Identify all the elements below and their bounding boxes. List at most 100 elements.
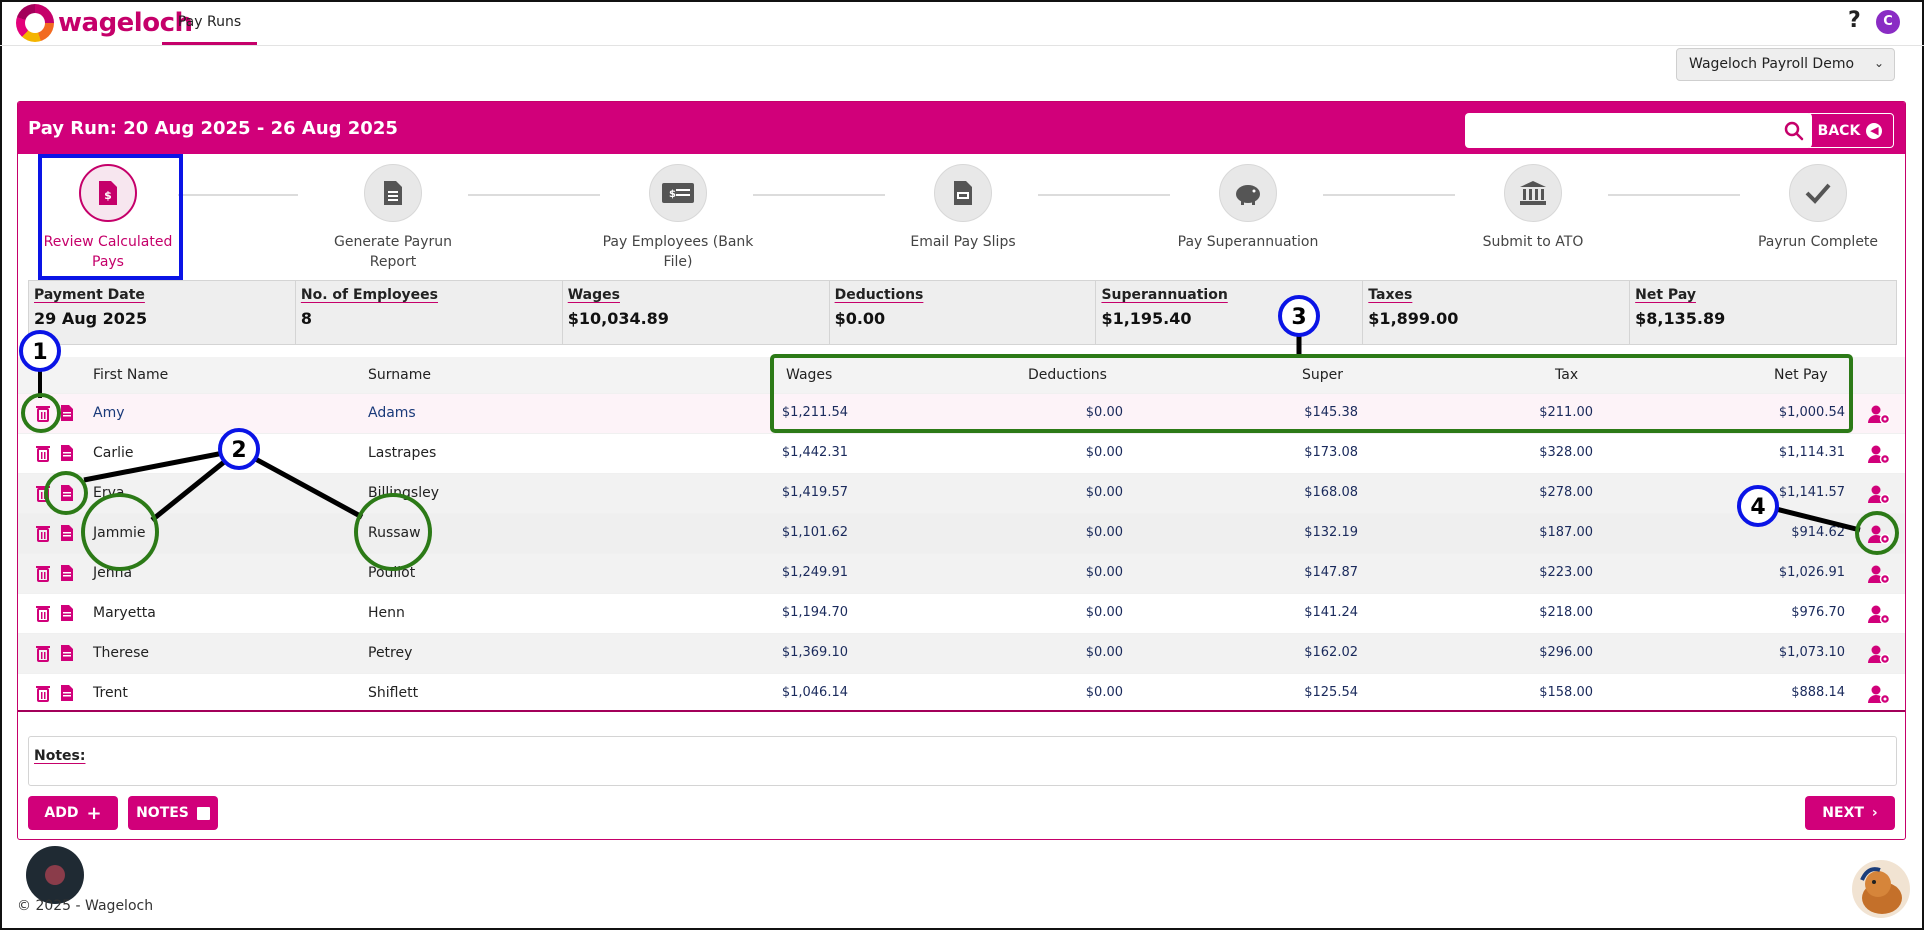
table-row[interactable]: Jammie Russaw $1,101.62 $0.00 $132.19 $187.00… (18, 513, 1905, 553)
cell-first-name[interactable]: Erva (93, 485, 125, 501)
step-connector (1323, 194, 1455, 196)
cell-tax: $278.00 (1539, 485, 1593, 500)
header-surname[interactable]: Surname (368, 367, 431, 383)
header-first-name[interactable]: First Name (93, 367, 169, 383)
cell-first-name[interactable]: Therese (93, 645, 150, 661)
trash-icon[interactable] (34, 524, 52, 542)
payslip-doc-icon[interactable] (58, 644, 76, 662)
table-row[interactable]: Trent Shiflett $1,046.14 $0.00 $125.54 $158.0… (18, 673, 1905, 713)
cell-tax: $211.00 (1539, 405, 1593, 420)
cell-surname[interactable]: Henn (368, 605, 405, 621)
payslip-doc-icon[interactable] (58, 524, 76, 542)
trash-icon[interactable] (34, 644, 52, 662)
employee-settings-icon[interactable] (1868, 604, 1890, 624)
trash-icon[interactable] (34, 564, 52, 582)
table-row[interactable]: Carlie Lastrapes $1,442.31 $0.00 $173.08 $328… (18, 433, 1905, 473)
trash-icon[interactable] (34, 684, 52, 702)
cell-first-name[interactable]: Maryetta (93, 605, 156, 621)
employee-settings-icon[interactable] (1868, 684, 1890, 704)
summary-label: No. of Employees (300, 287, 439, 303)
cell-surname[interactable]: Shiflett (368, 685, 419, 701)
table-row[interactable]: Therese Petrey $1,369.10 $0.00 $162.02 $296.0… (18, 633, 1905, 673)
step-email-pay-slips[interactable]: Email Pay Slips (883, 164, 1043, 252)
mascot-assistant-icon[interactable] (1852, 860, 1910, 918)
cell-surname[interactable]: Russaw (368, 525, 421, 541)
summary-net-pay: Net Pay $8,135.89 (1630, 281, 1896, 344)
piggy-bank-icon (1219, 164, 1277, 222)
table-row[interactable]: Erva Billingsley $1,419.57 $0.00 $168.08 $278… (18, 473, 1905, 513)
trash-icon[interactable] (34, 604, 52, 622)
step-label: Pay Employees (Bank File) (602, 234, 754, 270)
payslip-doc-icon[interactable] (58, 404, 76, 422)
summary-label: Net Pay (1635, 287, 1696, 303)
payslip-doc-icon[interactable] (58, 604, 76, 622)
header-net-pay[interactable]: Net Pay (1774, 367, 1828, 383)
payslip-doc-icon[interactable] (58, 484, 76, 502)
header-super[interactable]: Super (1302, 367, 1344, 383)
cell-first-name[interactable]: Trent (93, 685, 128, 701)
back-button[interactable]: BACK ◀ (1806, 113, 1894, 148)
step-pay-employees[interactable]: $ Pay Employees (Bank File) (598, 164, 758, 272)
cell-first-name[interactable]: Jammie (93, 525, 146, 541)
cell-surname[interactable]: Billingsley (368, 485, 440, 501)
back-button-label: BACK (1817, 122, 1861, 139)
cell-net: $1,026.91 (1778, 565, 1845, 580)
payslip-doc-icon[interactable] (58, 564, 76, 582)
step-pay-superannuation[interactable]: Pay Superannuation (1168, 164, 1328, 252)
employee-settings-icon[interactable] (1868, 564, 1890, 584)
cell-surname[interactable]: Poullot (368, 565, 416, 581)
cell-deductions: $0.00 (1085, 685, 1123, 700)
cell-wages: $1,101.62 (781, 525, 848, 540)
summary-value: $1,899.00 (1368, 309, 1459, 328)
company-select[interactable]: Wageloch Payroll Demo ⌄ (1676, 48, 1895, 81)
notes-button[interactable]: NOTES (128, 796, 218, 830)
step-payrun-complete[interactable]: Payrun Complete (1738, 164, 1898, 252)
cell-net: $1,141.57 (1778, 485, 1845, 500)
employee-settings-icon[interactable] (1868, 644, 1890, 664)
trash-icon[interactable] (34, 484, 52, 502)
cell-first-name[interactable]: Jenna (93, 565, 133, 581)
employee-settings-icon[interactable] (1868, 444, 1890, 464)
cell-surname[interactable]: Petrey (368, 645, 413, 661)
search-input[interactable] (1465, 113, 1765, 146)
active-step-highlight (38, 154, 183, 280)
cell-tax: $296.00 (1539, 645, 1593, 660)
employee-settings-icon[interactable] (1868, 404, 1890, 424)
summary-label: Payment Date (34, 287, 145, 303)
table-row[interactable]: Jenna Poullot $1,249.91 $0.00 $147.87 $223.00… (18, 553, 1905, 593)
add-button[interactable]: ADD + (28, 796, 118, 830)
svg-text:$: $ (104, 189, 112, 202)
cell-surname[interactable]: Adams (368, 405, 416, 421)
help-icon[interactable]: ? (1848, 8, 1861, 33)
step-generate-payrun-report[interactable]: Generate Payrun Report (313, 164, 473, 272)
summary-value: $10,034.89 (567, 309, 669, 328)
step-connector (753, 194, 885, 196)
employee-settings-icon[interactable] (1868, 524, 1890, 544)
header-wages[interactable]: Wages (786, 367, 833, 383)
chat-widget-button[interactable] (26, 846, 84, 904)
cell-surname[interactable]: Lastrapes (368, 445, 437, 461)
payslip-icon (934, 164, 992, 222)
table-row[interactable]: Maryetta Henn $1,194.70 $0.00 $141.24 $218.00… (18, 593, 1905, 633)
cell-first-name[interactable]: Carlie (93, 445, 134, 461)
step-submit-to-ato[interactable]: Submit to ATO (1453, 164, 1613, 252)
notes-panel[interactable]: Notes: (28, 736, 1897, 786)
brand-logo[interactable]: wageloch (16, 4, 193, 42)
cell-net: $888.14 (1791, 685, 1845, 700)
cell-first-name[interactable]: Amy (93, 405, 125, 421)
employee-settings-icon[interactable] (1868, 484, 1890, 504)
payrun-summary: Payment Date 29 Aug 2025 No. of Employee… (28, 280, 1897, 345)
payslip-doc-icon[interactable] (58, 444, 76, 462)
table-row[interactable]: Amy Adams $1,211.54 $0.00 $145.38 $211.00 $1,0… (18, 393, 1905, 433)
trash-icon[interactable] (34, 404, 52, 422)
step-review-calculated-pays[interactable]: $ Review Calculated Pays (28, 164, 188, 272)
step-connector (468, 194, 600, 196)
header-tax[interactable]: Tax (1555, 367, 1579, 383)
header-deductions[interactable]: Deductions (1028, 367, 1107, 383)
search-icon[interactable] (1784, 121, 1804, 141)
payslip-doc-icon[interactable] (58, 684, 76, 702)
tab-pay-runs[interactable]: Pay Runs (162, 0, 257, 45)
trash-icon[interactable] (34, 444, 52, 462)
next-button[interactable]: NEXT › (1805, 796, 1895, 830)
user-avatar[interactable]: C (1876, 10, 1900, 34)
